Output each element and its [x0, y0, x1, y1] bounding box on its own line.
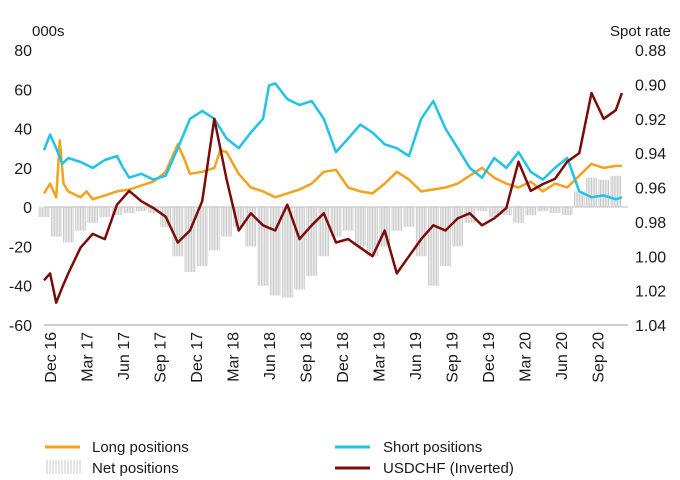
left-tick-label: 80 [14, 43, 32, 60]
x-tick: Dec 17 [189, 332, 206, 383]
x-tick-label: Mar 19 [372, 332, 389, 382]
legend-long: Long positions [92, 439, 189, 456]
legend-net: Net positions [92, 460, 179, 477]
right-tick-label: 0.92 [635, 112, 666, 129]
left-tick-label: 40 [14, 122, 32, 139]
x-tick-label: Dec 19 [481, 332, 498, 383]
left-tick-label: 0 [23, 200, 32, 217]
left-axis-unit: 000s [32, 23, 65, 40]
x-tick: Mar 18 [226, 332, 243, 382]
right-tick-label: 0.96 [635, 181, 666, 198]
x-tick-label: Dec 16 [43, 332, 60, 383]
left-tick-label: -20 [9, 239, 32, 256]
x-tick: Jun 18 [262, 332, 279, 380]
x-tick: Jun 17 [116, 332, 133, 380]
usdchf-line [43, 91, 624, 304]
right-tick-label: 0.88 [635, 43, 666, 60]
x-tick-label: Sep 17 [153, 332, 170, 383]
x-tick: Sep 20 [591, 332, 608, 383]
legend-short: Short positions [383, 439, 482, 456]
x-tick: Mar 20 [518, 332, 535, 382]
x-tick-label: Mar 20 [518, 332, 535, 382]
x-tick: Dec 19 [481, 332, 498, 383]
x-tick-label: Jun 18 [262, 332, 279, 380]
x-tick-label: Sep 18 [299, 332, 316, 383]
left-tick-label: 60 [14, 82, 32, 99]
x-tick-label: Mar 18 [226, 332, 243, 382]
right-tick-label: 1.00 [635, 249, 666, 266]
x-axis: Dec 16 Mar 17 Jun 17 Sep 17 Dec 17 Mar 18 Jun … [43, 332, 608, 383]
x-tick: Sep 17 [153, 332, 170, 383]
x-tick: Jun 19 [408, 332, 425, 380]
x-tick-label: Dec 17 [189, 332, 206, 383]
x-tick-label: Jun 17 [116, 332, 133, 380]
left-tick-label: 20 [14, 161, 32, 178]
right-tick-label: 0.94 [635, 146, 666, 163]
x-tick: Dec 16 [43, 332, 60, 383]
x-tick: Sep 19 [445, 332, 462, 383]
legend-usdchf: USDCHF (Inverted) [383, 460, 514, 477]
x-tick: Mar 19 [372, 332, 389, 382]
x-tick-label: Sep 20 [591, 332, 608, 383]
right-axis: 0.88 0.90 0.92 0.94 0.96 0.98 1.00 1.02 1.04 [635, 43, 666, 335]
right-tick-label: 0.98 [635, 215, 666, 232]
x-tick-label: Jun 20 [554, 332, 571, 380]
x-tick: Dec 18 [335, 332, 352, 383]
right-tick-label: 1.04 [635, 318, 666, 335]
left-tick-label: -60 [9, 318, 32, 335]
right-axis-unit: Spot rate [610, 23, 671, 40]
left-tick-label: -40 [9, 279, 32, 296]
short-positions-line [42, 82, 623, 201]
right-tick-label: 1.02 [635, 284, 666, 301]
x-tick: Jun 20 [554, 332, 571, 380]
x-tick-label: Mar 17 [80, 332, 97, 382]
x-tick-label: Jun 19 [408, 332, 425, 380]
x-tick-label: Sep 19 [445, 332, 462, 383]
legend: Long positions Net positions Short posit… [45, 439, 514, 477]
right-tick-label: 0.90 [635, 77, 666, 94]
x-tick: Sep 18 [299, 332, 316, 383]
left-axis: 80 60 40 20 0 -20 -40 -60 [9, 43, 32, 335]
x-tick: Mar 17 [80, 332, 97, 382]
x-tick-label: Dec 18 [335, 332, 352, 383]
long-positions-line [42, 139, 622, 201]
legend-swatch-net [46, 460, 81, 474]
